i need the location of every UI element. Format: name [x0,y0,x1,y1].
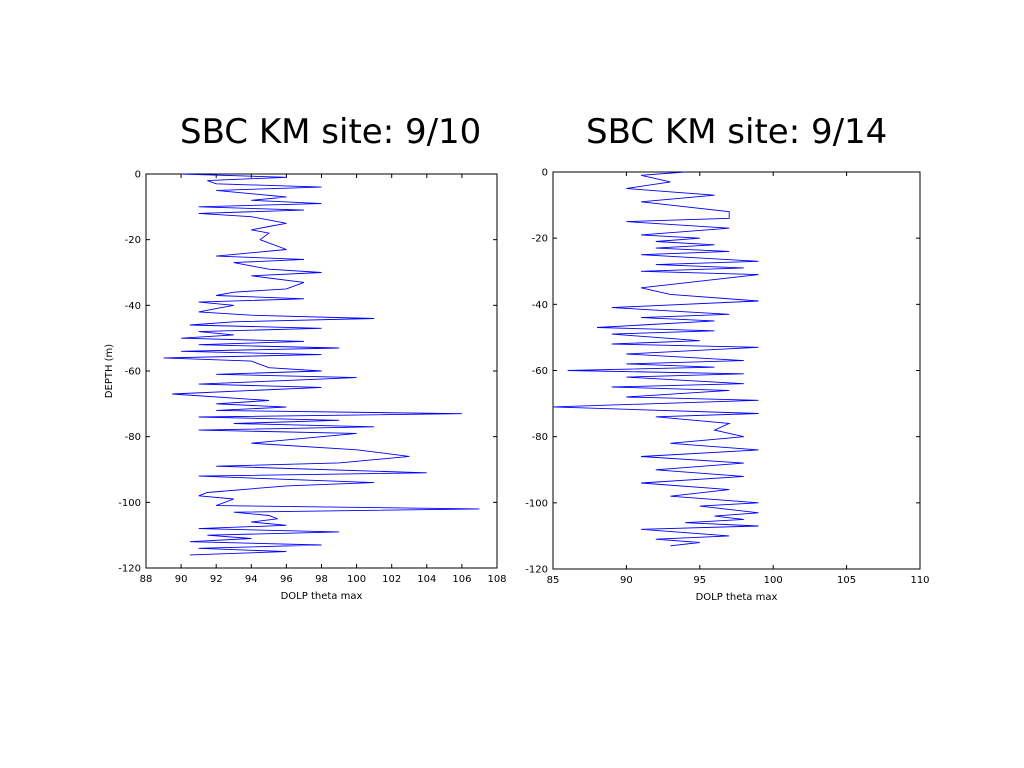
x-tick-label: 98 [315,574,328,585]
x-tick-label: 96 [280,574,293,585]
y-tick-label: -20 [532,234,548,245]
chart-title-left: SBC KM site: 9/10 [180,112,482,152]
y-tick-label: -80 [532,432,548,443]
x-tick-label: 100 [347,574,366,585]
y-tick-label: 0 [135,170,141,181]
x-axis-label: DOLP theta max [696,592,778,603]
x-tick-label: 105 [837,575,856,586]
x-tick-label: 104 [417,574,436,585]
x-axis-label: DOLP theta max [281,591,363,602]
chart-title-right: SBC KM site: 9/14 [586,112,888,152]
y-tick-label: -20 [125,235,141,246]
y-tick-label: -100 [525,498,548,509]
y-tick-label: -80 [125,432,141,443]
y-tick-label: 0 [542,168,548,179]
x-tick-label: 108 [487,574,506,585]
x-tick-label: 90 [620,575,633,586]
y-tick-label: -100 [118,498,141,509]
x-tick-label: 102 [382,574,401,585]
y-tick-label: -60 [125,367,141,378]
x-tick-label: 88 [140,574,153,585]
x-tick-label: 92 [210,574,223,585]
depth-profile-line [163,173,480,556]
y-tick-label: -120 [118,564,141,575]
x-tick-label: 106 [452,574,471,585]
plot-frame [552,171,921,570]
y-tick-label: -60 [532,366,548,377]
x-tick-label: 94 [245,574,258,585]
depth-profile-line [552,171,759,547]
x-tick-label: 95 [693,575,706,586]
x-tick-label: 110 [910,575,929,586]
x-tick-label: 100 [764,575,783,586]
y-tick-label: -40 [125,301,141,312]
y-tick-label: -40 [532,300,548,311]
x-tick-label: 90 [175,574,188,585]
y-tick-label: -120 [525,565,548,576]
y-axis-label: DEPTH (m) [104,344,115,398]
x-tick-label: 85 [547,575,560,586]
